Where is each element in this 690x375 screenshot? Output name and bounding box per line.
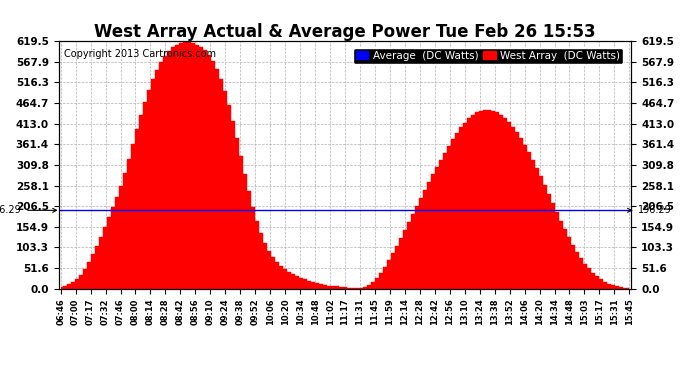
Text: 196.29: 196.29 [628, 206, 672, 215]
Legend: Average  (DC Watts), West Array  (DC Watts): Average (DC Watts), West Array (DC Watts… [353, 48, 623, 64]
Title: West Array Actual & Average Power Tue Feb 26 15:53: West Array Actual & Average Power Tue Fe… [95, 23, 595, 41]
Text: Copyright 2013 Cartronics.com: Copyright 2013 Cartronics.com [64, 49, 217, 58]
Text: 196.29: 196.29 [0, 206, 57, 215]
